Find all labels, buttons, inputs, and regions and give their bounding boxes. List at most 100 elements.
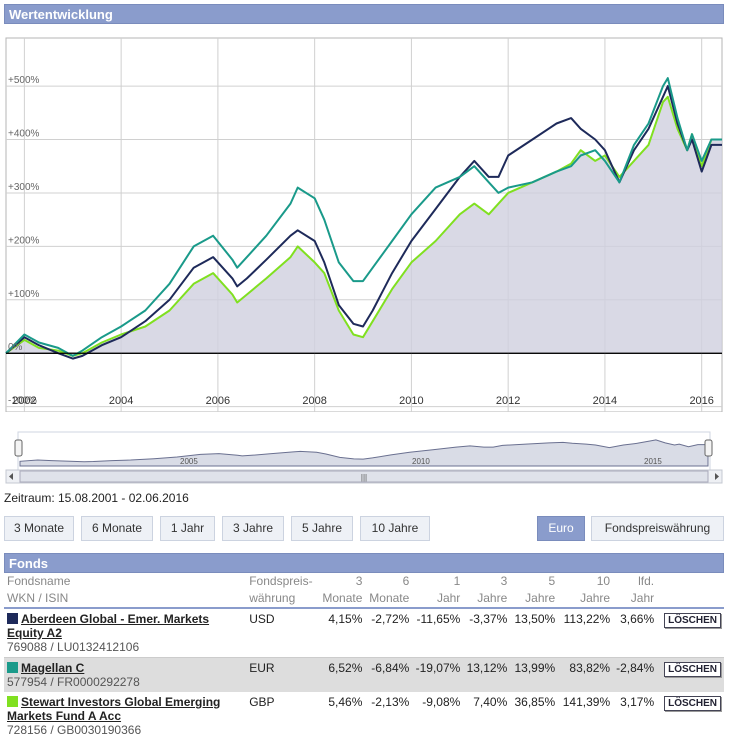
range-button-1y[interactable]: 1 Jahr (160, 516, 215, 541)
col-3y-1: 3 (500, 574, 508, 588)
funds-panel-header: Fonds (4, 553, 724, 573)
chart-panel-header: Wertentwicklung (4, 4, 724, 24)
col-3y-2: Jahre (477, 591, 508, 605)
fund-currency: USD (249, 612, 275, 626)
x-tick-label: 2006 (206, 395, 230, 407)
navigator-label-2005: 2005 (180, 457, 198, 466)
y-tick-label: +300% (8, 182, 40, 193)
fund-6m: -2,72% (371, 612, 410, 626)
x-tick-label: 2014 (593, 395, 617, 407)
range-button-3y[interactable]: 3 Jahre (222, 516, 284, 541)
col-ytd-1: lfd. (638, 574, 655, 588)
col-6m-2: Monate (369, 591, 410, 605)
fund-color-swatch (7, 662, 18, 673)
col-1y-1: 1 (453, 574, 461, 588)
x-tick-label: 2010 (399, 395, 423, 407)
fund-ytd: 3,66% (620, 612, 655, 626)
fund-5y: 13,50% (514, 612, 556, 626)
fund-6m: -2,13% (371, 695, 410, 709)
col-10y-1: 10 (596, 574, 611, 588)
series-area-fill (6, 96, 722, 356)
range-button-5y[interactable]: 5 Jahre (291, 516, 353, 541)
fund-1y: -11,65% (416, 612, 461, 626)
x-tick-label: 2002 (12, 395, 36, 407)
fund-3y: 7,40% (473, 695, 508, 709)
col-ytd-2: Jahr (630, 591, 655, 605)
fund-3m: 4,15% (328, 612, 363, 626)
col-6m-1: 6 (402, 574, 410, 588)
x-tick-label: 2004 (109, 395, 133, 407)
y-tick-label: +500% (8, 75, 40, 86)
navigator-right-handle[interactable] (704, 439, 713, 457)
fund-10y: 141,39% (562, 695, 611, 709)
navigator-left-handle[interactable] (14, 439, 23, 457)
fund-name-link[interactable]: Magellan C (21, 661, 85, 675)
range-button-3m[interactable]: 3 Monate (4, 516, 74, 541)
delete-button[interactable]: LÖSCHEN (664, 696, 721, 711)
fund-10y: 113,22% (563, 612, 611, 626)
y-tick-label: 0% (8, 342, 23, 353)
fund-1y: -19,07% (415, 661, 461, 675)
range-button-10y[interactable]: 10 Jahre (360, 516, 430, 541)
fund-currency: EUR (249, 661, 275, 675)
series-line (5, 77, 722, 357)
fund-id: 769088 / LU0132412106 (7, 640, 140, 654)
fund-row: Aberdeen Global - Emer. Markets Equity A… (4, 608, 724, 658)
col-wkn-isin: WKN / ISIN (7, 591, 69, 605)
fund-row: Magellan C 577954 / FR0000292278 EUR 6,5… (4, 657, 724, 692)
y-tick-label: +400% (8, 129, 40, 140)
range-button-6m[interactable]: 6 Monate (81, 516, 153, 541)
time-navigator[interactable]: 2005 2010 2015 ||| (0, 426, 729, 486)
fund-10y: 83,82% (569, 661, 611, 675)
scrollbar-grip-icon: ||| (361, 473, 367, 482)
x-tick-label: 2008 (302, 395, 326, 407)
series-line (5, 95, 722, 357)
fund-5y: 36,85% (514, 695, 556, 709)
fund-3m: 5,46% (328, 695, 363, 709)
col-5y-1: 5 (548, 574, 556, 588)
fund-5y: 13,99% (514, 661, 556, 675)
x-tick-label: 2012 (496, 395, 520, 407)
series-line (5, 85, 722, 360)
fund-name-link[interactable]: Aberdeen Global - Emer. Markets Equity A… (7, 612, 210, 640)
funds-table: Fondsname Fondspreis- 3 6 1 3 5 10 lfd. … (4, 573, 724, 740)
currency-fund-button[interactable]: Fondspreiswährung (591, 516, 724, 541)
col-currency-1: Fondspreis- (249, 574, 313, 588)
fund-ytd: 3,17% (620, 695, 655, 709)
fund-currency: GBP (249, 695, 275, 709)
scroll-right-icon[interactable] (715, 473, 719, 480)
fund-color-swatch (7, 613, 18, 624)
fund-id: 728156 / GB0030190366 (7, 723, 142, 737)
navigator-label-2015: 2015 (644, 457, 662, 466)
col-3m-2: Monate (322, 591, 363, 605)
performance-chart: -100% 0% +100% +200% +300% +400% +500% 2002 200… (5, 37, 723, 412)
delete-button[interactable]: LÖSCHEN (664, 613, 721, 628)
col-1y-2: Jahr (436, 591, 461, 605)
navigator-scrollbar-thumb[interactable] (19, 470, 709, 483)
y-tick-label: -100% (8, 396, 37, 407)
currency-euro-button[interactable]: Euro (537, 516, 585, 541)
col-fondsname: Fondsname (7, 574, 71, 588)
col-10y-2: Jahre (580, 591, 611, 605)
delete-button[interactable]: LÖSCHEN (664, 662, 721, 677)
x-tick-label: 2016 (689, 395, 713, 407)
scroll-left-icon[interactable] (9, 473, 13, 480)
col-currency-2: währung (249, 591, 296, 605)
fund-id: 577954 / FR0000292278 (7, 675, 140, 689)
fund-color-swatch (7, 696, 18, 707)
period-label: Zeitraum: 15.08.2001 - 02.06.2016 (4, 491, 189, 505)
col-5y-2: Jahre (525, 591, 556, 605)
navigator-label-2010: 2010 (412, 457, 430, 466)
fund-row: Stewart Investors Global Emerging Market… (4, 692, 724, 740)
col-3m-1: 3 (355, 574, 363, 588)
fund-name-link[interactable]: Stewart Investors Global Emerging Market… (7, 695, 221, 723)
y-tick-label: +200% (8, 235, 40, 246)
fund-ytd: -2,84% (616, 661, 655, 675)
navigator-series (19, 439, 709, 467)
fund-3y: -3,37% (469, 612, 508, 626)
fund-6m: -6,84% (371, 661, 410, 675)
fund-3m: 6,52% (328, 661, 363, 675)
fund-3y: 13,12% (466, 661, 508, 675)
y-tick-label: +100% (8, 289, 40, 300)
fund-1y: -9,08% (422, 695, 461, 709)
